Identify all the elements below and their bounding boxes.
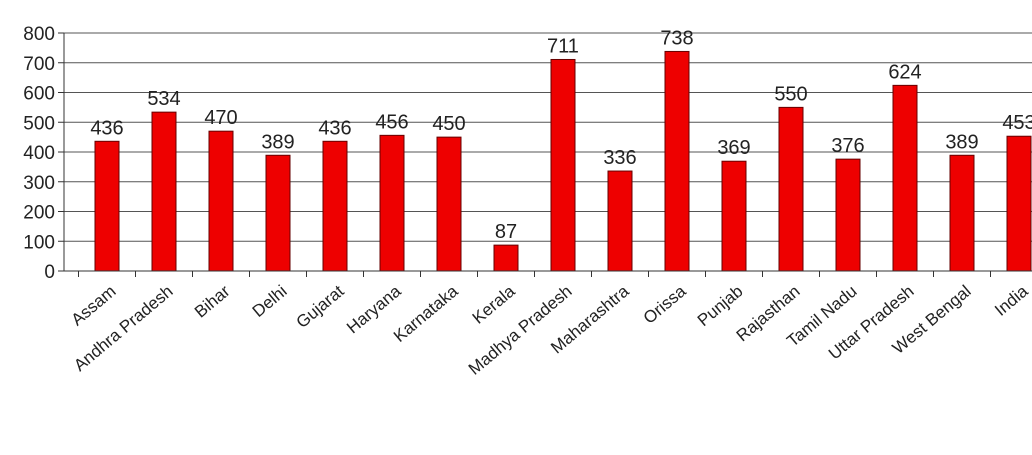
data-label: 534 <box>147 88 180 110</box>
y-tick-label: 0 <box>44 262 55 283</box>
x-tick-label: Orissa <box>640 281 690 327</box>
x-tick-label: Assam <box>68 282 120 330</box>
x-tick-label: Andhra Pradesh <box>70 282 176 376</box>
bar <box>265 154 291 272</box>
bar <box>835 158 861 272</box>
data-label: 369 <box>717 137 750 159</box>
y-tick-label: 500 <box>23 113 55 134</box>
y-tick-label: 300 <box>23 173 55 194</box>
y-tick-label: 800 <box>23 24 55 45</box>
bar <box>778 106 804 272</box>
x-tick-label: Kerala <box>469 281 519 327</box>
data-label: 550 <box>774 83 807 105</box>
data-label: 376 <box>831 135 864 157</box>
data-label: 456 <box>375 111 408 133</box>
bars <box>94 50 1032 272</box>
bar <box>208 130 234 272</box>
y-tick-label: 200 <box>23 203 55 224</box>
data-label: 470 <box>204 107 237 129</box>
bar <box>664 50 690 272</box>
bar <box>322 140 348 272</box>
data-label: 87 <box>495 221 517 243</box>
bar <box>607 170 633 272</box>
bar <box>436 136 462 272</box>
bar <box>151 111 177 272</box>
axes <box>58 32 1032 277</box>
data-label: 436 <box>90 117 123 139</box>
y-tick-label: 100 <box>23 232 55 253</box>
bar <box>94 140 120 272</box>
x-tick-label: India <box>991 281 1032 320</box>
bar <box>1006 135 1032 272</box>
data-label: 389 <box>945 131 978 153</box>
x-tick-label: Karnataka <box>390 281 462 346</box>
x-tick-label: Madhya Pradesh <box>465 282 576 379</box>
x-tick-label: Punjab <box>694 282 747 331</box>
bar <box>721 160 747 272</box>
bar <box>493 244 519 272</box>
bar <box>949 154 975 272</box>
data-label: 450 <box>432 113 465 135</box>
data-label: 436 <box>318 117 351 139</box>
data-label: 738 <box>660 27 693 49</box>
y-tick-label: 700 <box>23 54 55 75</box>
y-tick-label: 400 <box>23 143 55 164</box>
bar <box>379 134 405 272</box>
data-label: 624 <box>888 61 921 83</box>
data-label: 453 <box>1002 112 1032 134</box>
x-tick-label: Delhi <box>249 282 291 321</box>
y-tick-label: 600 <box>23 84 55 105</box>
bar <box>550 58 576 272</box>
data-label: 336 <box>603 147 636 169</box>
data-label: 711 <box>547 35 579 57</box>
x-tick-label: Bihar <box>191 281 234 321</box>
bar <box>892 84 918 272</box>
x-tick-label: Gujarat <box>293 281 348 332</box>
data-label: 389 <box>261 131 294 153</box>
